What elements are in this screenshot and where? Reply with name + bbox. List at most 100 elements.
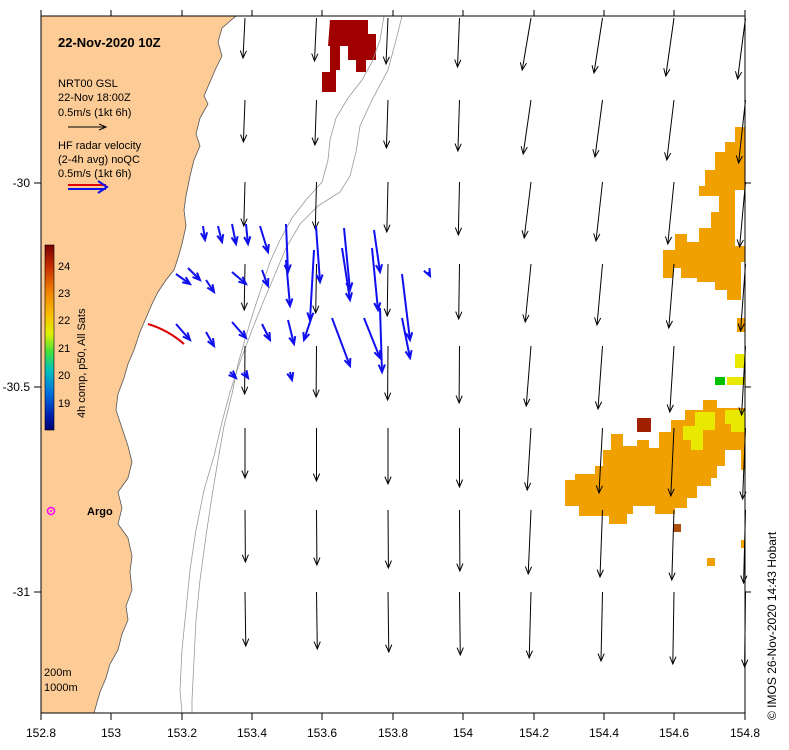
model-arrow-head bbox=[597, 653, 605, 663]
radar-arrow-head bbox=[181, 276, 193, 286]
model-arrow bbox=[595, 181, 603, 242]
radar-arrow-head bbox=[343, 357, 352, 369]
radar-arrow bbox=[363, 317, 381, 359]
radar-arrow-head bbox=[404, 349, 413, 361]
model-arrow bbox=[315, 263, 317, 314]
model-arrow bbox=[314, 99, 317, 146]
colorbar-tick: 21 bbox=[58, 343, 70, 355]
model-arrow-head bbox=[595, 485, 603, 495]
radar-arrow-head bbox=[200, 232, 209, 243]
radar-arrow bbox=[401, 317, 411, 359]
model-arrow bbox=[244, 591, 247, 647]
radar-arrow bbox=[205, 331, 215, 347]
model-arrow-head bbox=[313, 557, 321, 567]
model-arrow-head bbox=[312, 473, 321, 483]
model-current-arrows bbox=[239, 17, 749, 669]
model-arrow-head bbox=[520, 146, 528, 156]
radar-arrow-head bbox=[261, 277, 270, 289]
radar-scale: 0.5m/s (1kt 6h) bbox=[58, 168, 131, 180]
model-arrow-head bbox=[524, 482, 532, 492]
model-arrow bbox=[524, 263, 532, 323]
model-arrow-head bbox=[663, 68, 671, 78]
radar-arrow-head bbox=[262, 243, 270, 255]
radar-arrow bbox=[309, 249, 315, 321]
radar-arrow-head bbox=[315, 274, 324, 285]
model-arrow-head bbox=[241, 554, 249, 564]
model-arrow-head bbox=[738, 407, 746, 417]
lat-tick: -31 bbox=[13, 585, 31, 599]
model-arrow-head bbox=[312, 305, 320, 315]
model-arrow-head bbox=[666, 404, 674, 414]
argo-label: Argo bbox=[87, 506, 113, 518]
radar-arrow bbox=[285, 259, 291, 307]
depth-label-1000m: 1000m bbox=[44, 682, 78, 694]
model-arrow-head bbox=[735, 155, 743, 165]
radar-arrow-head bbox=[192, 272, 202, 282]
model-arrow bbox=[526, 427, 532, 491]
lon-tick: 154.4 bbox=[589, 726, 619, 740]
model-arrow bbox=[672, 591, 675, 665]
model-arrow bbox=[523, 181, 532, 239]
model-arrow-head bbox=[669, 656, 677, 666]
model-arrow bbox=[243, 181, 246, 227]
model-scale-arrowhead bbox=[98, 123, 108, 131]
model-arrow-head bbox=[382, 56, 390, 66]
radar-arrow-head bbox=[377, 364, 386, 375]
radar-arrow bbox=[379, 307, 383, 373]
argo-track bbox=[147, 323, 185, 345]
model-arrow bbox=[528, 591, 532, 659]
model-arrow bbox=[527, 509, 532, 575]
model-arrow bbox=[669, 345, 675, 413]
radar-arrow-head bbox=[238, 276, 248, 286]
model-arrow-head bbox=[594, 401, 603, 411]
radar-arrow bbox=[231, 271, 247, 285]
model-arrow-head bbox=[455, 395, 463, 405]
radar-arrow bbox=[231, 321, 247, 339]
lat-tick-labels: -30 -30.5 -31 bbox=[3, 176, 31, 599]
radar-arrow-head bbox=[238, 330, 248, 340]
radar-label-2: (2-4h avg) noQC bbox=[58, 154, 140, 166]
radar-arrow-head bbox=[285, 298, 294, 309]
model-arrow-head bbox=[455, 479, 464, 489]
radar-arrow bbox=[175, 323, 191, 341]
lon-tick: 154.8 bbox=[730, 726, 760, 740]
model-arrow-head bbox=[596, 569, 604, 579]
colorbar-tick: 19 bbox=[58, 398, 70, 410]
model-arrow-head bbox=[383, 140, 391, 150]
model-arrow-head bbox=[668, 572, 676, 582]
model-arrow-head bbox=[591, 65, 599, 75]
model-arrow bbox=[600, 591, 603, 662]
model-arrow bbox=[737, 17, 746, 80]
colorbar-tick: 24 bbox=[58, 261, 70, 273]
model-name: NRT00 GSL bbox=[58, 78, 118, 90]
model-arrow-head bbox=[456, 563, 464, 573]
radar-arrow bbox=[315, 225, 321, 283]
model-arrow-head bbox=[383, 224, 391, 234]
model-arrow-head bbox=[593, 233, 601, 243]
lon-tick: 153.2 bbox=[167, 726, 197, 740]
model-arrow bbox=[596, 263, 603, 326]
radar-scale-arrowhead bbox=[97, 180, 109, 194]
model-arrow bbox=[457, 181, 460, 236]
model-arrow bbox=[457, 17, 460, 68]
land-mass bbox=[40, 15, 238, 714]
model-arrow bbox=[665, 17, 675, 77]
radar-arrow bbox=[175, 273, 191, 285]
model-arrow-head bbox=[240, 134, 248, 144]
colorbar-tick: 20 bbox=[58, 370, 70, 382]
model-arrow bbox=[314, 181, 317, 230]
model-arrow bbox=[242, 99, 246, 143]
lon-tick: 154.6 bbox=[659, 726, 689, 740]
radar-arrow bbox=[245, 223, 249, 245]
model-arrow-head bbox=[521, 230, 529, 240]
model-arrow bbox=[740, 263, 746, 332]
model-arrow-head bbox=[523, 398, 531, 408]
map-title: 22-Nov-2020 10Z bbox=[58, 35, 161, 50]
model-arrow bbox=[670, 427, 675, 497]
radar-arrow bbox=[303, 315, 313, 341]
model-arrow-head bbox=[383, 308, 391, 318]
model-arrow-head bbox=[241, 470, 249, 480]
model-arrow-head bbox=[385, 644, 393, 654]
model-arrow bbox=[668, 263, 675, 329]
